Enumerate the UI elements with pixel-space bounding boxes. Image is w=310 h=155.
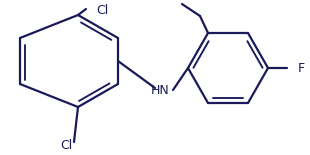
- Text: Cl: Cl: [60, 139, 72, 152]
- Text: F: F: [298, 62, 305, 75]
- Text: HN: HN: [151, 84, 169, 97]
- Text: Cl: Cl: [96, 4, 108, 17]
